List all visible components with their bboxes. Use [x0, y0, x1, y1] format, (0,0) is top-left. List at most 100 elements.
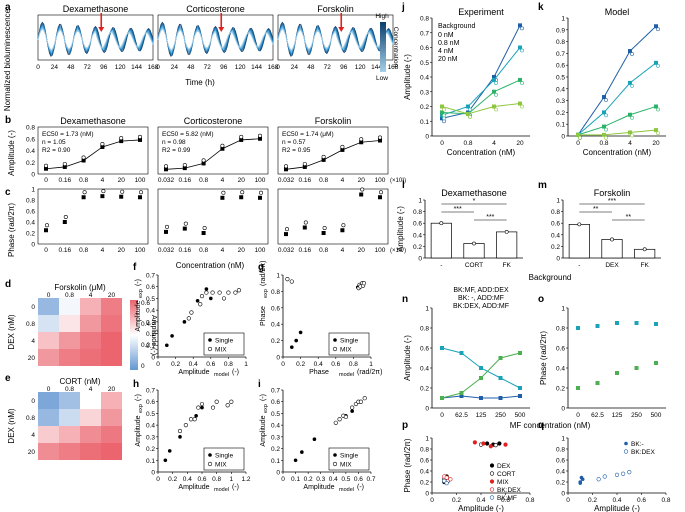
- panel-b-replicate: [239, 134, 244, 139]
- panel-b-unit: (×10³): [390, 178, 406, 184]
- panel-b-replicate: [340, 144, 345, 149]
- panel-j-replicate: [494, 92, 498, 97]
- panel-j-ytick-label: 0.1: [420, 119, 429, 126]
- panel-g-legend-mix: MIX: [340, 347, 352, 354]
- panel-h-ytick-label: 0.4: [146, 423, 155, 430]
- panel-e-cell: [101, 392, 122, 409]
- panel-g-ytick-label: 0.4: [271, 322, 280, 329]
- panel-j-xlabel: Concentration (nM): [447, 148, 516, 157]
- panel-q-ytick-label: 0: [561, 491, 565, 498]
- panel-g-mix-point: [361, 281, 367, 286]
- panel-n-xtick-label: 250: [495, 412, 506, 419]
- panel-l-ytick-label: 0.8: [413, 209, 422, 216]
- panel-f-single-point: [170, 334, 174, 338]
- panel-letter-h: h: [133, 379, 139, 390]
- panel-l-point: [504, 229, 509, 234]
- panel-k-replicate: [630, 115, 634, 120]
- panel-a-xtick-label: 72: [84, 64, 92, 71]
- panel-b-xtick-label: 100: [255, 177, 266, 184]
- panel-b-xtick-label: 100: [375, 177, 386, 184]
- panel-h-mix-point: [199, 401, 205, 407]
- panel-k-series-point: [654, 24, 658, 29]
- panel-o-point: [634, 366, 639, 370]
- panel-g-legend: [328, 332, 370, 356]
- panel-c-point: [302, 225, 307, 230]
- panel-p-legend-marker: [489, 471, 495, 476]
- panel-l-xtick-label: -: [440, 262, 442, 269]
- panel-g-xtick-label: 0.8: [349, 361, 358, 368]
- panel-h-single-point: [178, 435, 182, 439]
- panel-g-xunit: (rad/2π): [357, 369, 382, 376]
- panel-f-yunit: (-): [135, 279, 142, 286]
- panel-e-cell: [80, 392, 101, 409]
- panel-i-xlabel: Amplitude: [303, 484, 334, 491]
- panel-p-legend-marker: [489, 495, 495, 500]
- panel-l-point: [439, 221, 444, 226]
- panel-b-xtick-label: 0.032: [158, 177, 175, 184]
- panel-c-replicate: [322, 226, 327, 231]
- panel-f-mix-point: [236, 288, 242, 293]
- panel-c-xtick-label: 100: [375, 247, 386, 254]
- panel-i-mix-point: [362, 396, 367, 401]
- panel-g-ytick-label: 0.8: [271, 289, 280, 296]
- panel-b-replicate: [43, 163, 48, 168]
- panel-c-point: [258, 195, 262, 200]
- panel-h-legend-mix-marker: [207, 461, 213, 467]
- panel-i-ytick-label: 0.5: [271, 411, 280, 418]
- panel-l-xtick-label: CORT: [465, 262, 483, 269]
- panel-a-xtick-label: 96: [100, 64, 108, 71]
- panel-b-replicate: [321, 154, 326, 159]
- panel-a-colorbar-label: Concentration: [392, 27, 399, 68]
- heat-colorbar-tick: 0.4: [141, 321, 150, 328]
- panel-a-xtick-label: 0: [156, 64, 160, 71]
- heat-colorbar-tick: 0.2: [141, 342, 150, 349]
- panel-c-replicate: [82, 190, 87, 195]
- panel-o-xaxis-label: MF concentration (nM): [510, 421, 591, 430]
- panel-f-mix-point: [189, 310, 194, 315]
- panel-e-row-label: 0: [31, 398, 35, 405]
- panel-a-xtick-label: 144: [131, 64, 142, 71]
- panel-a-frame: [37, 14, 154, 61]
- panel-g-xtick-label: 0.6: [331, 361, 340, 368]
- panel-h-ytick-label: 0.1: [146, 458, 155, 465]
- panel-f-ytick-label: 0.2: [146, 331, 155, 338]
- panel-o-point: [576, 326, 580, 330]
- panel-c-xtick-label: 100: [255, 247, 266, 254]
- panel-k-series-point: [576, 132, 580, 137]
- panel-c-replicate: [303, 220, 308, 225]
- panel-g-xtick-label: 1: [369, 361, 373, 368]
- panel-c-xtick-label: 0.16: [178, 247, 191, 254]
- panel-q-point-bkdex: [602, 474, 607, 479]
- panel-q-ytick-label: 1: [561, 436, 565, 443]
- panel-n-legend-item: BK: -, ADD:MF: [458, 295, 504, 302]
- panel-c-ytick-label: 1: [31, 187, 35, 194]
- panel-a-xtick-label: 144: [371, 64, 382, 71]
- panel-e-col-label: 0: [47, 386, 51, 393]
- panel-j-series-line: [441, 103, 521, 115]
- panel-i-mix-point: [333, 420, 338, 425]
- panel-h-single-point: [200, 405, 204, 410]
- panel-c-xtick-label: 4: [341, 247, 345, 254]
- panel-h-ytick-label: 0.3: [146, 434, 155, 441]
- panel-j-ytick-label: 0.6: [420, 45, 429, 52]
- panel-i-ytick-label: 0.2: [271, 446, 280, 453]
- panel-f-legend-mix: MIX: [215, 347, 227, 354]
- panel-n-series-point: [459, 391, 464, 395]
- panel-j-replicate: [494, 107, 498, 112]
- panel-i-single-point: [293, 458, 298, 463]
- panel-j-series-line: [441, 79, 521, 115]
- panel-h-single-point: [163, 458, 168, 463]
- panel-k-xtick-label: 20: [652, 140, 660, 147]
- panel-a-arrowhead: [218, 27, 225, 32]
- panel-n-series-point: [518, 351, 522, 355]
- panel-p-point: [497, 441, 502, 446]
- panel-a-xtick-label: 144: [251, 64, 262, 71]
- panel-n-legend-item: BK:DEX, ADD:MF: [453, 303, 509, 310]
- panel-i-mix-point: [350, 405, 355, 410]
- panel-k-series-line: [577, 25, 657, 136]
- panel-j-replicate: [468, 114, 472, 119]
- panel-c-replicate: [258, 190, 263, 195]
- panel-j-ytick-label: 0.2: [420, 104, 429, 111]
- panel-n-series-point: [518, 394, 522, 398]
- panel-o-xtick-label: 500: [651, 412, 662, 419]
